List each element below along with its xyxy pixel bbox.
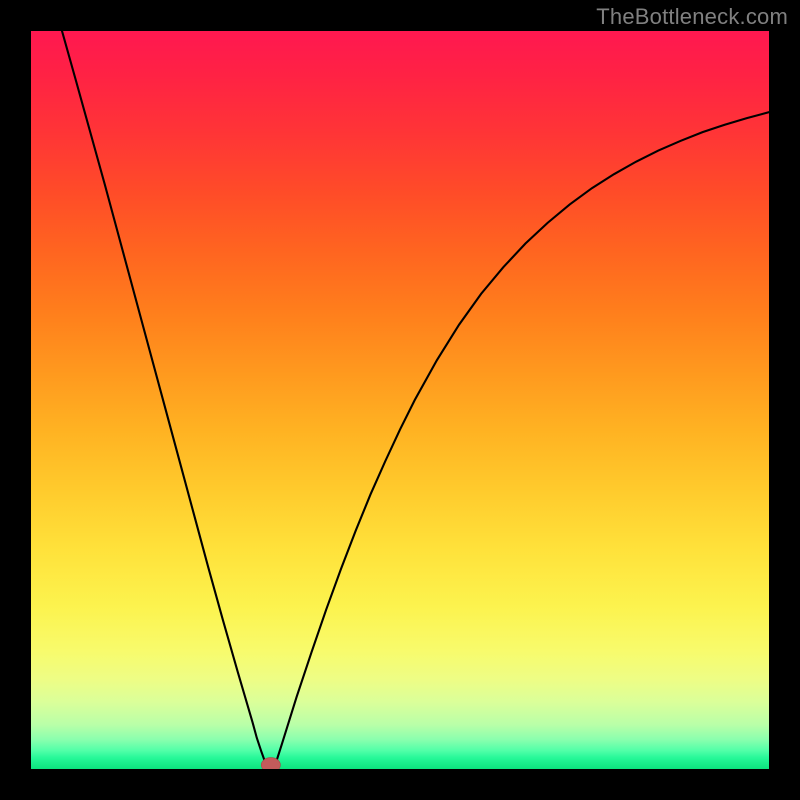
watermark-text: TheBottleneck.com — [596, 4, 788, 30]
chart-stage: TheBottleneck.com — [0, 0, 800, 800]
plot-background — [31, 31, 769, 769]
bottleneck-chart — [0, 0, 800, 800]
